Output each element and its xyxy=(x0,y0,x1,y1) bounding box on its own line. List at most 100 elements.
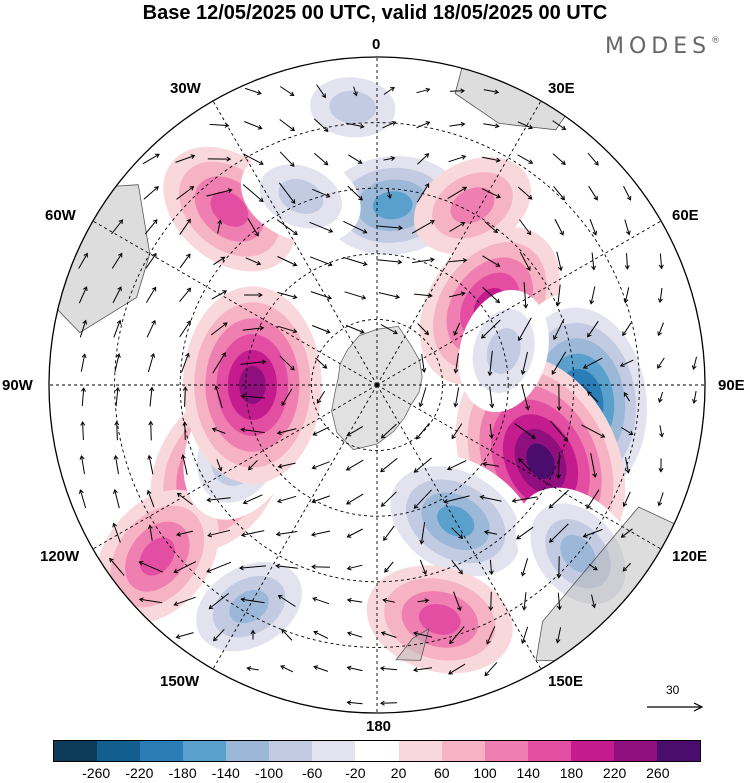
wind-vector xyxy=(590,453,596,477)
wind-vector-head xyxy=(311,464,317,470)
wind-vector-head xyxy=(531,434,536,439)
wind-vector-head xyxy=(461,154,467,160)
wind-vector xyxy=(242,327,264,331)
wind-vector-head xyxy=(383,536,388,541)
wind-vector-head xyxy=(380,700,385,706)
wind-vector-head xyxy=(526,266,531,272)
wind-vector xyxy=(420,522,426,544)
wind-vector xyxy=(554,218,564,236)
negative-anomaly-contour xyxy=(278,178,324,214)
wind-vector xyxy=(312,461,330,469)
wind-vector xyxy=(276,565,298,569)
wind-vector-head xyxy=(175,634,181,639)
wind-vector-head xyxy=(392,329,398,335)
wind-vector-head xyxy=(277,594,283,600)
wind-vector-head xyxy=(222,322,228,327)
wind-vector xyxy=(480,496,502,502)
wind-vector xyxy=(343,256,367,266)
wind-vector-head xyxy=(362,261,368,267)
wind-vector xyxy=(312,597,330,605)
wind-vector-head xyxy=(398,225,403,231)
wind-vector-head xyxy=(240,393,246,399)
wind-vector xyxy=(449,292,465,298)
wind-vector xyxy=(313,152,329,166)
wind-vector xyxy=(518,458,532,472)
wind-vector-head xyxy=(521,605,527,611)
wind-vector-head xyxy=(589,299,595,305)
wind-vector xyxy=(448,155,466,163)
colorbar-cell xyxy=(570,741,614,761)
wind-vector-head xyxy=(495,157,501,163)
wind-vector xyxy=(277,291,297,299)
wind-vector xyxy=(184,387,186,407)
wind-vector xyxy=(247,667,259,671)
wind-vector xyxy=(586,489,600,509)
wind-vector-head xyxy=(453,368,459,374)
wind-vector-head xyxy=(462,257,468,263)
lon-label-0: 0 xyxy=(372,36,381,53)
colorbar xyxy=(53,740,701,762)
wind-vector xyxy=(80,354,86,372)
wind-vector-head xyxy=(293,230,298,236)
colorbar-tick-label: 60 xyxy=(434,765,450,781)
wind-vector xyxy=(139,561,163,573)
wind-vector-head xyxy=(657,364,662,369)
wind-vector xyxy=(278,462,296,468)
wind-vector-head xyxy=(430,257,435,263)
wind-vector-head xyxy=(379,666,385,671)
brand-logo: MODES® xyxy=(605,34,720,59)
wind-vector-head xyxy=(594,160,599,166)
wind-vector xyxy=(411,220,435,234)
wind-vector xyxy=(113,523,121,543)
wind-vector-head xyxy=(380,631,386,636)
wind-vector-head xyxy=(563,436,569,442)
wind-vector xyxy=(146,320,156,338)
wind-vector xyxy=(175,155,195,163)
wind-vector-head xyxy=(258,197,264,203)
wind-vector-head xyxy=(520,571,526,577)
wind-vector-head xyxy=(113,488,118,494)
wind-vector xyxy=(383,87,395,95)
wind-vector-head xyxy=(424,153,430,158)
wind-vector-head xyxy=(242,499,248,505)
wind-vector-head xyxy=(357,159,363,164)
wind-vector-head xyxy=(384,568,389,573)
wind-vector-head xyxy=(619,362,625,367)
colorbar-cell xyxy=(484,741,528,761)
wind-vector xyxy=(380,324,398,334)
wind-vector xyxy=(243,494,263,504)
wind-vector-head xyxy=(390,156,396,161)
wind-vector-head xyxy=(227,188,233,194)
wind-vector xyxy=(139,598,163,604)
wind-vector xyxy=(417,599,429,603)
brand-name: MODES xyxy=(605,34,712,59)
wind-vector-head xyxy=(528,124,534,130)
wind-vector-head xyxy=(456,606,462,612)
wind-vector xyxy=(451,559,463,575)
wind-vector-head xyxy=(345,466,351,471)
wind-vector-head xyxy=(152,219,158,224)
wind-vector-head xyxy=(525,405,530,411)
wind-vector-head xyxy=(312,596,318,602)
wind-vector-head xyxy=(488,434,494,439)
wind-vector-head xyxy=(276,430,282,435)
wind-vector xyxy=(142,153,160,165)
wind-vector-head xyxy=(83,286,88,292)
map-title: Base 12/05/2025 00 UTC, valid 18/05/2025… xyxy=(142,2,608,24)
wind-vector xyxy=(346,324,364,334)
wind-vector-head xyxy=(625,468,631,474)
wind-vector-head xyxy=(353,91,358,97)
wind-vector xyxy=(115,455,119,475)
wind-vector-head xyxy=(397,259,403,265)
wind-vector-head xyxy=(115,386,121,392)
wind-vector-head xyxy=(451,434,457,440)
wind-vector-head xyxy=(147,524,153,530)
negative-anomaly-contour xyxy=(486,328,521,374)
wind-vector-head xyxy=(146,489,152,495)
wind-vector-head xyxy=(346,565,352,571)
wind-vector xyxy=(315,357,327,369)
wind-vector xyxy=(179,320,191,338)
wind-vector xyxy=(591,252,595,270)
wind-vector-head xyxy=(258,292,263,298)
wind-vector-head xyxy=(185,352,190,358)
